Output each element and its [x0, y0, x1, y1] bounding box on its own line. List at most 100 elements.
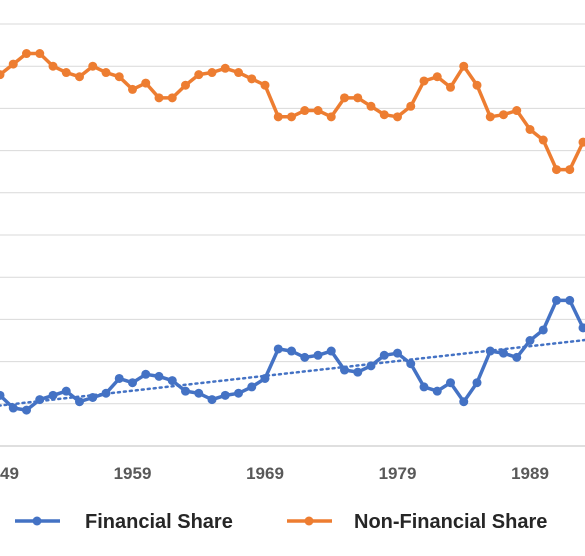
series-non-financial [0, 49, 585, 175]
data-point [326, 112, 336, 122]
data-point [459, 397, 469, 407]
data-point [353, 93, 363, 103]
data-point [499, 110, 508, 120]
data-point [578, 137, 585, 147]
data-point [525, 125, 535, 134]
data-point [313, 350, 323, 360]
data-point [207, 68, 217, 78]
data-point [565, 165, 575, 175]
data-point [578, 323, 585, 333]
data-point [8, 59, 18, 69]
x-tick-label: 1989 [511, 464, 549, 483]
data-point [61, 386, 71, 396]
data-point [194, 70, 204, 80]
data-point [485, 112, 495, 122]
data-point [22, 49, 31, 59]
data-point [114, 72, 124, 82]
data-point [552, 165, 561, 175]
data-point [459, 61, 469, 71]
data-point [154, 371, 164, 381]
data-point [432, 72, 442, 82]
data-point [101, 68, 111, 78]
data-point [167, 376, 177, 386]
data-point [379, 350, 389, 360]
data-point [326, 346, 336, 356]
data-point [128, 378, 137, 388]
series-layer [0, 49, 585, 415]
data-point [48, 61, 58, 71]
data-point [379, 110, 389, 120]
data-point [141, 369, 151, 379]
x-axis-tick-labels: 1949 1959 1969 1979 1989 [0, 464, 549, 483]
data-point [61, 68, 71, 78]
data-point [181, 386, 190, 396]
data-point [419, 382, 429, 392]
data-point [340, 93, 349, 103]
data-point [366, 361, 376, 371]
data-point [472, 80, 482, 90]
data-point [273, 344, 283, 354]
data-point [472, 378, 482, 388]
data-point [75, 397, 84, 407]
data-point [234, 68, 243, 78]
data-point [260, 373, 270, 383]
data-point [167, 93, 177, 103]
data-point [128, 84, 137, 94]
series-financial [0, 295, 585, 415]
gridlines [0, 23, 585, 447]
data-point [8, 403, 18, 413]
data-point [287, 112, 296, 122]
data-point [260, 80, 270, 90]
legend-label-nonfinancial: Non-Financial Share [354, 511, 547, 533]
legend-label-financial: Financial Share [85, 511, 233, 533]
data-point [406, 359, 416, 369]
data-point [35, 395, 45, 405]
data-point [75, 72, 84, 82]
data-point [181, 80, 190, 90]
data-point [565, 295, 575, 305]
data-point [287, 346, 296, 356]
data-point [0, 70, 5, 80]
data-point [353, 367, 363, 377]
x-tick-label: 1979 [379, 464, 417, 483]
x-tick-label: 1969 [246, 464, 284, 483]
data-point [419, 76, 429, 86]
data-point [0, 390, 5, 400]
data-point [393, 348, 402, 358]
data-point [512, 106, 522, 116]
series-line [0, 298, 585, 412]
legend-swatch-financial-marker [32, 516, 42, 526]
data-point [432, 386, 442, 396]
data-point [552, 295, 561, 305]
data-point [35, 49, 45, 59]
data-point [194, 388, 204, 398]
data-point [300, 352, 310, 362]
x-tick-label: 1949 [0, 464, 19, 483]
legend: Financial Share Non-Financial Share [15, 511, 547, 533]
data-point [207, 395, 217, 405]
data-point [88, 392, 98, 402]
data-point [446, 378, 455, 388]
data-point [247, 382, 257, 392]
data-point [485, 346, 495, 356]
data-point [247, 74, 257, 84]
data-point [512, 352, 522, 362]
data-point [366, 101, 376, 111]
data-point [313, 106, 323, 116]
data-point [499, 348, 508, 358]
x-tick-label: 1959 [114, 464, 152, 483]
series-line [0, 51, 585, 172]
data-point [538, 135, 548, 145]
data-point [48, 390, 58, 400]
data-point [273, 112, 283, 122]
data-point [406, 101, 416, 111]
data-point [525, 336, 535, 345]
data-point [446, 82, 455, 92]
legend-swatch-nonfinancial-marker [304, 516, 314, 526]
data-point [340, 365, 349, 375]
data-point [234, 388, 243, 398]
data-point [220, 390, 230, 400]
data-point [101, 388, 111, 398]
data-point [141, 78, 151, 88]
data-point [220, 63, 230, 73]
